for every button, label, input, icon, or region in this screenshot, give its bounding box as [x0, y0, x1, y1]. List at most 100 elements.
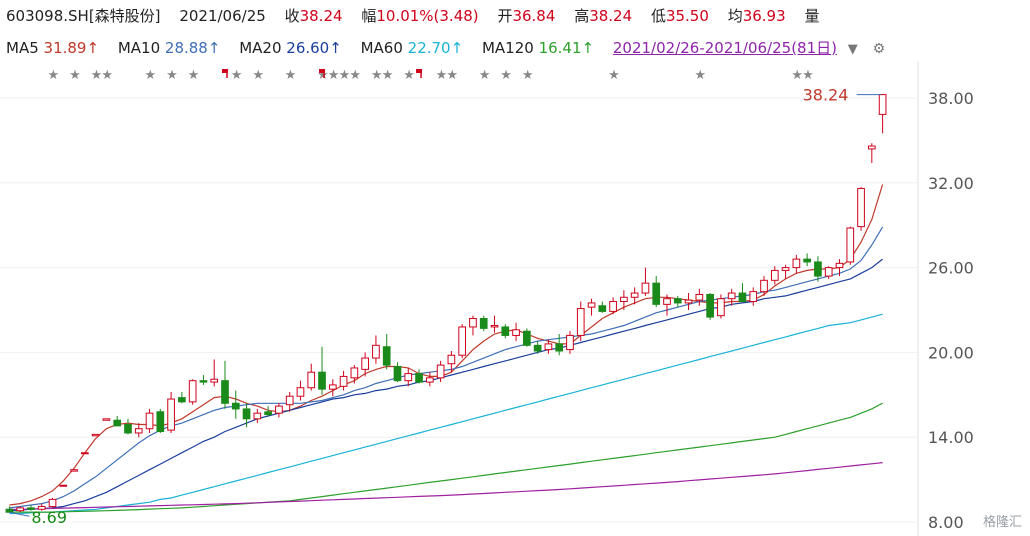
candle-body: [695, 293, 704, 301]
close-value: 38.24: [299, 7, 343, 25]
candle-body: [576, 308, 585, 336]
ma-line-ma10: [9, 226, 884, 509]
candle-body: [792, 258, 801, 269]
star-marker: ★: [802, 68, 814, 83]
low-annotation-arrow: [9, 511, 30, 517]
ma-line-ma120: [9, 402, 883, 513]
candle-body: [178, 397, 186, 403]
ma10-legend: MA10 28.88↑: [118, 37, 221, 59]
ma5-legend: MA5 31.89↑: [6, 37, 99, 59]
candle-body: [803, 258, 811, 263]
candle-body: [857, 187, 865, 228]
star-marker: ★: [252, 68, 264, 83]
candle-body: [878, 94, 887, 115]
candle-body: [566, 334, 574, 351]
candle-body: [285, 395, 294, 406]
chevron-down-icon[interactable]: ▼: [847, 42, 858, 57]
star-marker: ★: [48, 68, 60, 83]
candle-body: [501, 326, 510, 336]
ma10-label: MA10: [117, 39, 161, 57]
quote-date: 2021/06/25: [179, 7, 266, 25]
star-marker: ★: [791, 68, 803, 83]
star-marker: ★: [436, 68, 448, 83]
candle-body: [382, 346, 391, 366]
ma120-legend: MA120 16.41↑: [482, 37, 594, 59]
star-marker: ★: [328, 68, 340, 83]
candle-body: [81, 452, 89, 455]
candle-body: [673, 298, 682, 304]
candle-body: [738, 292, 747, 303]
candle-body: [328, 384, 337, 390]
ma5-label: MA5: [6, 39, 39, 57]
ma-line-ma60: [9, 313, 883, 515]
ma20-value: 26.60↑: [286, 39, 342, 57]
low-value: 35.50: [665, 7, 709, 25]
candle-body: [781, 267, 790, 271]
change-label: 幅: [361, 7, 377, 25]
gear-icon[interactable]: ⚙: [872, 41, 886, 57]
candle-body: [867, 145, 876, 150]
candle-body: [37, 505, 46, 510]
candle-body: [113, 419, 122, 427]
y-tick-label: 26.00: [928, 259, 974, 278]
candle-body: [609, 301, 617, 312]
avg-value: 36.93: [742, 7, 786, 25]
star-marker: ★: [145, 68, 157, 83]
star-marker: ★: [479, 68, 491, 83]
candle-body: [447, 354, 456, 365]
candle-body: [372, 344, 380, 359]
ma-legend-bar: MA5 31.89↑ MA10 28.88↑ MA20 26.60↑ MA60 …: [6, 37, 885, 59]
y-tick-label: 20.00: [928, 343, 974, 362]
close-label: 收: [284, 7, 300, 25]
candle-body: [523, 330, 531, 346]
star-marker: ★: [285, 68, 297, 83]
candle-body: [814, 261, 822, 277]
candle-body: [167, 398, 175, 431]
open-value: 36.84: [512, 7, 556, 25]
candle-body: [555, 343, 564, 352]
ma10-value: 28.88↑: [164, 39, 221, 57]
stock-symbol[interactable]: 603098.SH[森特股份]: [6, 7, 161, 25]
high-label: 高: [574, 7, 590, 25]
star-marker: ★: [349, 68, 361, 83]
candle-body: [436, 364, 445, 379]
candle-body: [102, 418, 111, 421]
candle-body: [479, 317, 488, 329]
candle-body: [620, 296, 628, 303]
candle-body: [824, 267, 833, 277]
candle-body: [242, 408, 251, 420]
candle-body: [134, 428, 143, 434]
candle-body: [458, 326, 467, 356]
y-tick-label: 32.00: [928, 174, 974, 193]
candle-body: [684, 299, 693, 304]
ma20-legend: MA20 26.60↑: [239, 37, 342, 59]
candle-body: [156, 411, 165, 433]
avg-label: 均: [727, 7, 743, 25]
candle-body: [727, 292, 736, 300]
candle-body: [641, 282, 650, 294]
candle-body: [253, 412, 262, 420]
candle-body: [16, 507, 25, 512]
date-range-link[interactable]: 2021/02/26-2021/06/25(81日): [612, 39, 837, 57]
star-marker: ★: [339, 68, 351, 83]
candle-body: [749, 291, 758, 303]
star-marker: ★: [371, 68, 383, 83]
star-marker: ★: [317, 68, 329, 83]
candle-body: [760, 279, 768, 293]
candle-body: [469, 317, 477, 328]
candle-body: [415, 373, 423, 383]
star-marker: ★: [91, 68, 103, 83]
star-marker: ★: [522, 68, 534, 83]
candle-body: [404, 373, 413, 382]
high-price-label: 38.24: [803, 86, 849, 105]
ma20-label: MA20: [239, 39, 282, 57]
ma-line-ma250: [9, 462, 883, 510]
candle-body: [490, 325, 499, 328]
star-marker: ★: [166, 68, 178, 83]
candle-body: [350, 367, 359, 379]
star-marker: ★: [101, 68, 113, 83]
ma120-value: 16.41↑: [538, 39, 595, 57]
candle-body: [663, 298, 671, 305]
open-label: 开: [497, 7, 513, 25]
candle-body: [544, 343, 553, 351]
